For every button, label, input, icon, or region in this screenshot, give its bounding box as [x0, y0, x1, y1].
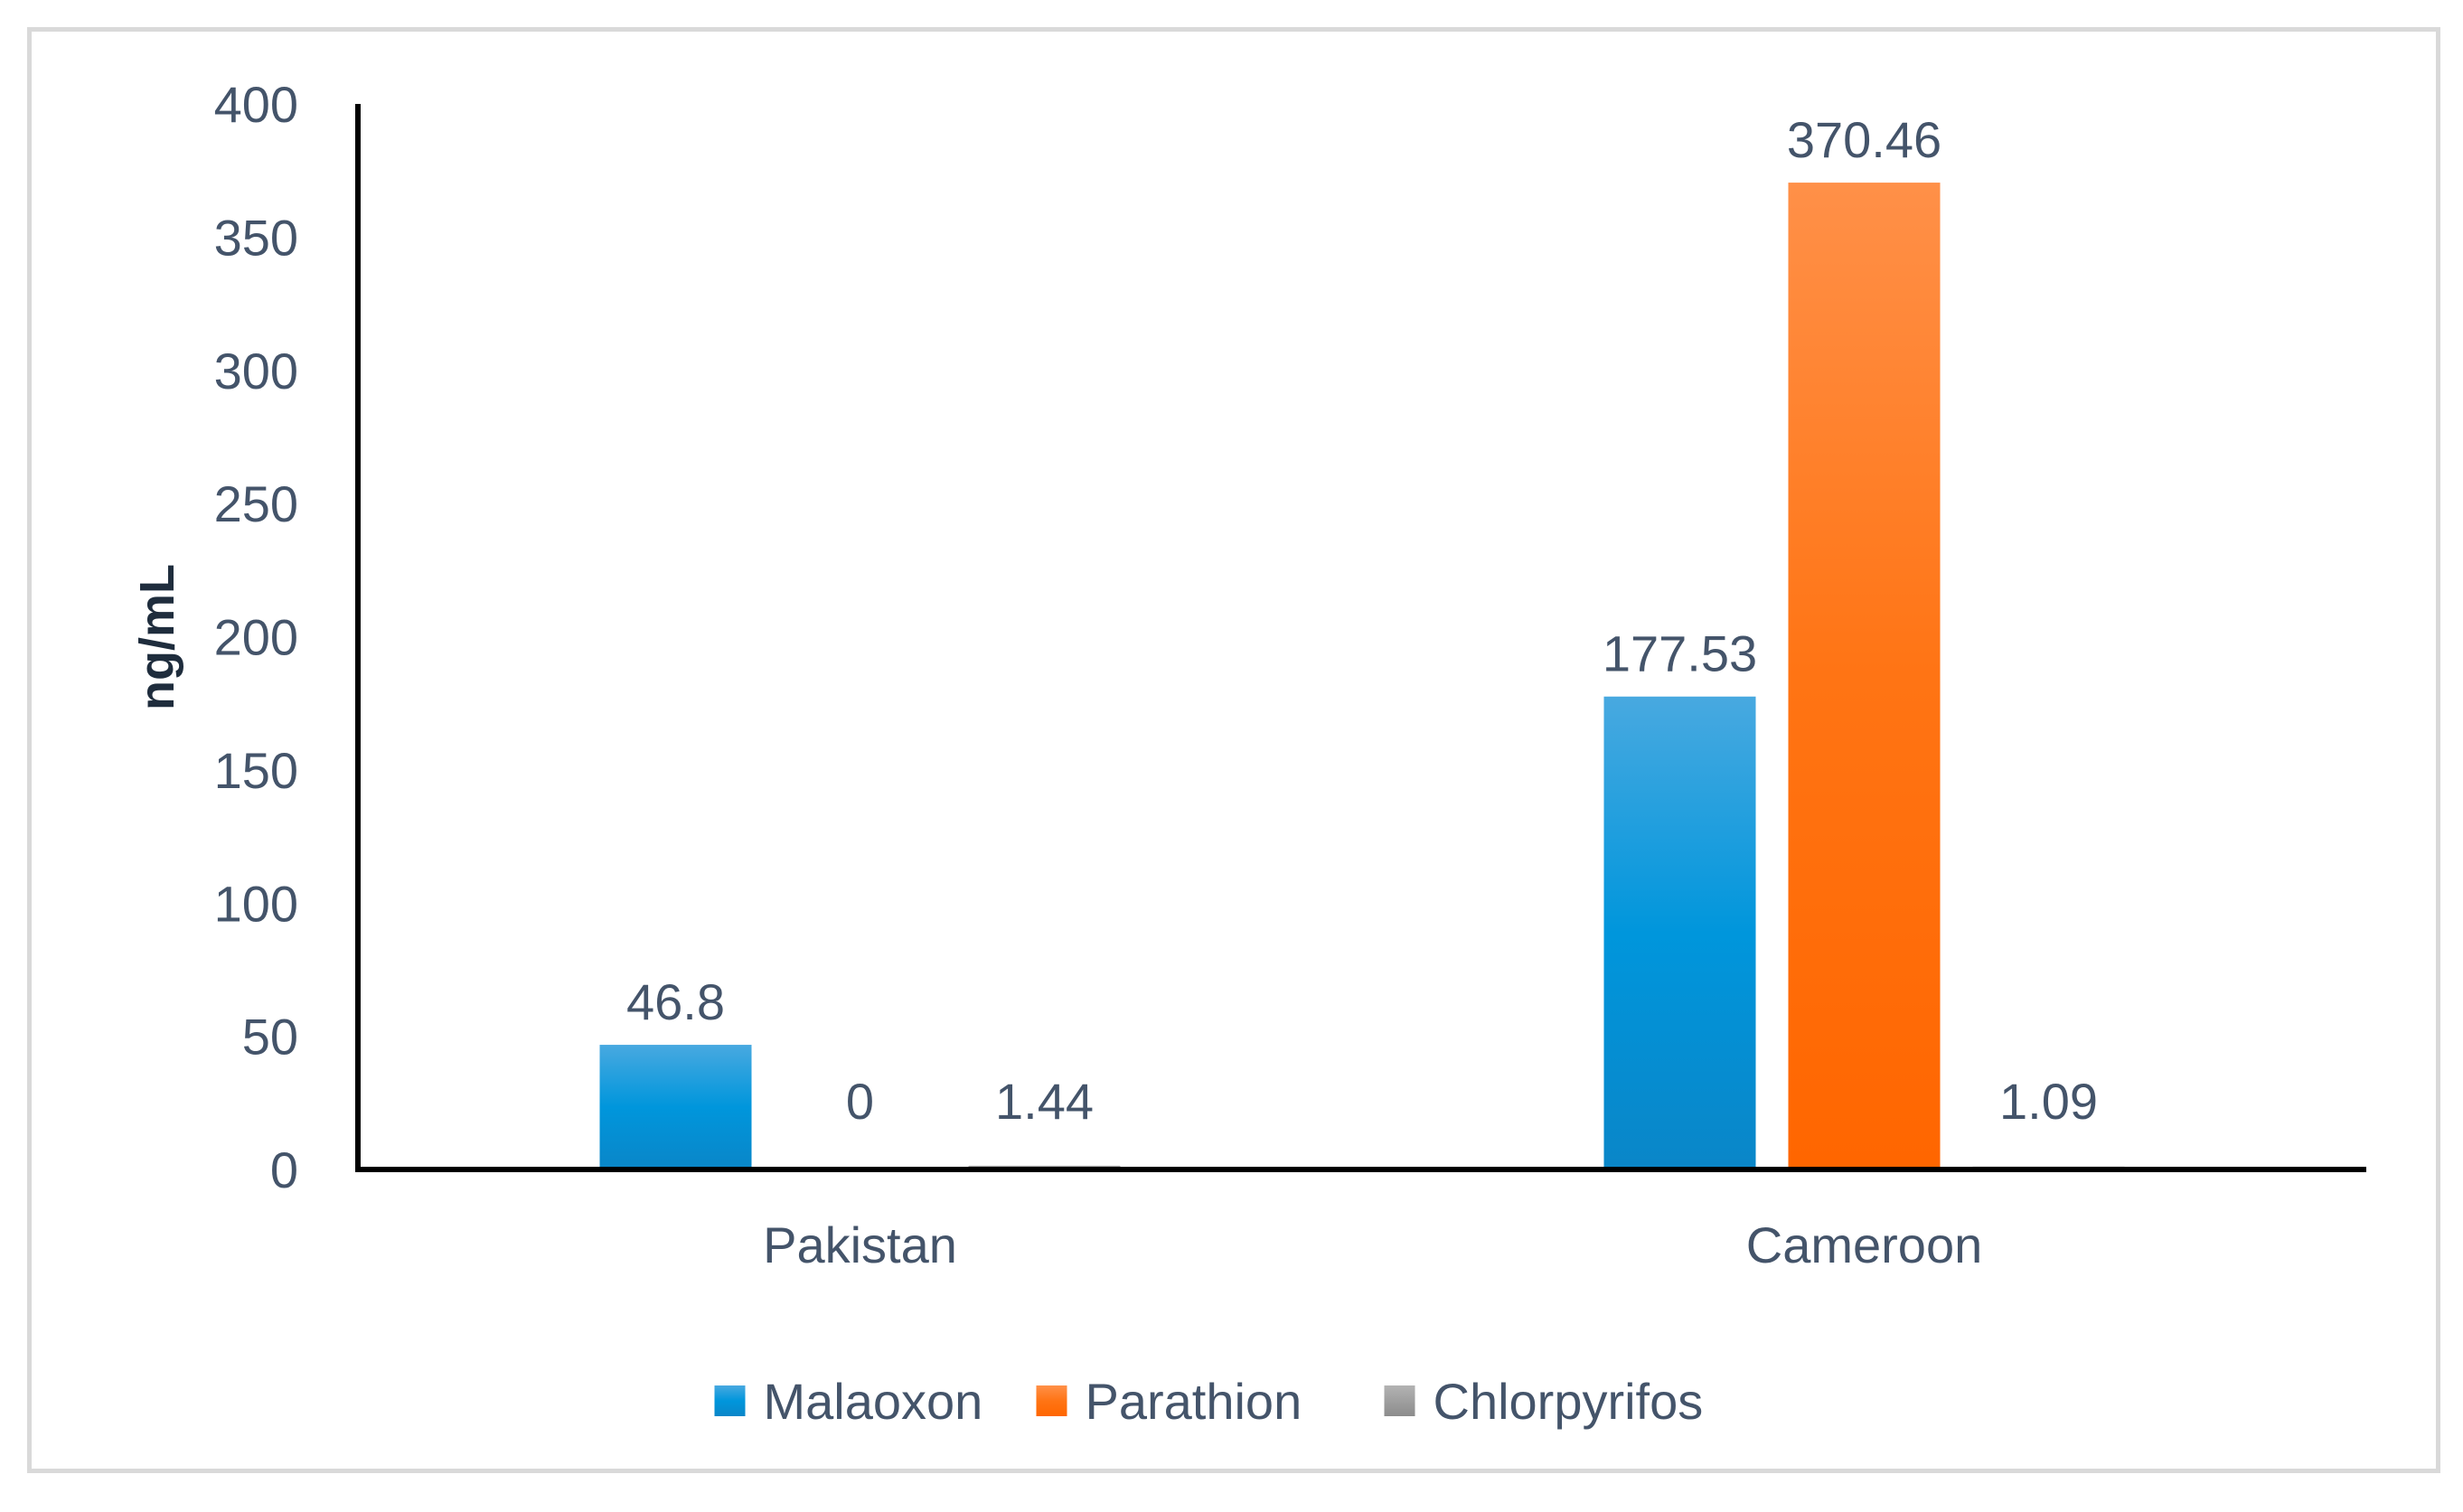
data-label: 1.44 [995, 1073, 1094, 1130]
y-tick-label: 250 [214, 475, 298, 532]
data-label: 46.8 [626, 973, 725, 1030]
legend-label: Malaoxon [764, 1373, 983, 1430]
legend-item-chlorpyrifos: Chlorpyrifos [1384, 1373, 1704, 1430]
y-tick-label: 400 [214, 76, 298, 133]
legend-item-parathion: Parathion [1036, 1373, 1302, 1430]
y-tick-label: 50 [242, 1009, 298, 1066]
y-tick-label: 100 [214, 875, 298, 932]
y-tick-label: 0 [270, 1141, 298, 1198]
x-category-label: Cameroon [1746, 1216, 1982, 1273]
y-tick-label: 200 [214, 609, 298, 666]
legend-swatch [1384, 1385, 1415, 1416]
legend-item-malaoxon: Malaoxon [714, 1373, 983, 1430]
legend-swatch [714, 1385, 746, 1416]
data-label: 370.46 [1787, 111, 1941, 168]
bar-malaoxon-pakistan [599, 1045, 752, 1169]
x-category-label: Pakistan [763, 1216, 957, 1273]
y-tick-label: 350 [214, 209, 298, 266]
bar-malaoxon-cameroon [1603, 696, 1756, 1169]
legend-label: Chlorpyrifos [1434, 1373, 1704, 1430]
chart-frame [27, 27, 2440, 1473]
data-label: 177.53 [1603, 625, 1757, 682]
y-tick-label: 150 [214, 742, 298, 799]
bar-parathion-cameroon [1788, 183, 1941, 1170]
y-tick-label: 300 [214, 343, 298, 399]
data-label: 1.09 [1999, 1073, 2098, 1130]
data-label: 0 [846, 1073, 874, 1130]
y-axis-title: ng/mL [130, 564, 184, 710]
legend-swatch [1036, 1385, 1067, 1416]
legend-label: Parathion [1086, 1373, 1302, 1430]
